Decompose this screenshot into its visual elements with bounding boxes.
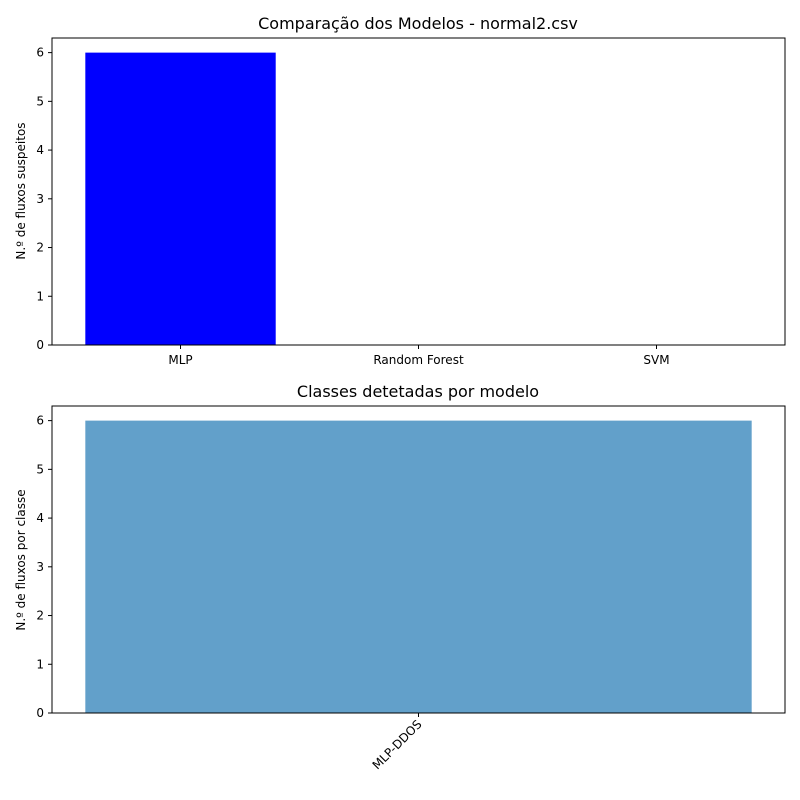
y-tick-label: 1 bbox=[36, 289, 44, 303]
y-tick-label: 2 bbox=[36, 609, 44, 623]
y-tick-label: 4 bbox=[36, 511, 44, 525]
x-tick-label: Random Forest bbox=[373, 353, 464, 367]
chart-model-comparison: Comparação dos Modelos - normal2.csv N.º… bbox=[14, 14, 786, 367]
bars bbox=[85, 420, 752, 713]
y-tick-label: 2 bbox=[36, 241, 44, 255]
chart-title: Comparação dos Modelos - normal2.csv bbox=[258, 14, 578, 33]
y-ticks: 0 1 2 3 4 5 6 bbox=[36, 46, 52, 352]
y-tick-label: 3 bbox=[36, 192, 44, 206]
bars bbox=[85, 52, 276, 345]
y-tick-label: 3 bbox=[36, 560, 44, 574]
y-tick-label: 5 bbox=[36, 462, 44, 476]
y-tick-label: 0 bbox=[36, 706, 44, 720]
bar-mlp bbox=[85, 52, 276, 345]
plot-frame bbox=[51, 405, 786, 714]
y-tick-label: 1 bbox=[36, 657, 44, 671]
x-tick-label: SVM bbox=[643, 353, 669, 367]
y-ticks: 0 1 2 3 4 5 6 bbox=[36, 414, 52, 720]
chart-title: Classes detetadas por modelo bbox=[297, 382, 539, 401]
y-tick-label: 4 bbox=[36, 143, 44, 157]
y-tick-label: 6 bbox=[36, 414, 44, 428]
chart-classes-by-model: Classes detetadas por modelo N.º de flux… bbox=[14, 382, 786, 772]
y-axis-label: N.º de fluxos suspeitos bbox=[14, 122, 28, 259]
y-tick-label: 5 bbox=[36, 94, 44, 108]
x-tick-label: MLP bbox=[168, 353, 192, 367]
y-tick-label: 6 bbox=[36, 46, 44, 60]
y-axis-label: N.º de fluxos por classe bbox=[14, 489, 28, 630]
x-ticks: MLP Random Forest SVM bbox=[168, 345, 670, 367]
plot-frame bbox=[51, 37, 786, 346]
bar-mlp-ddos bbox=[85, 420, 752, 713]
y-tick-label: 0 bbox=[36, 338, 44, 352]
